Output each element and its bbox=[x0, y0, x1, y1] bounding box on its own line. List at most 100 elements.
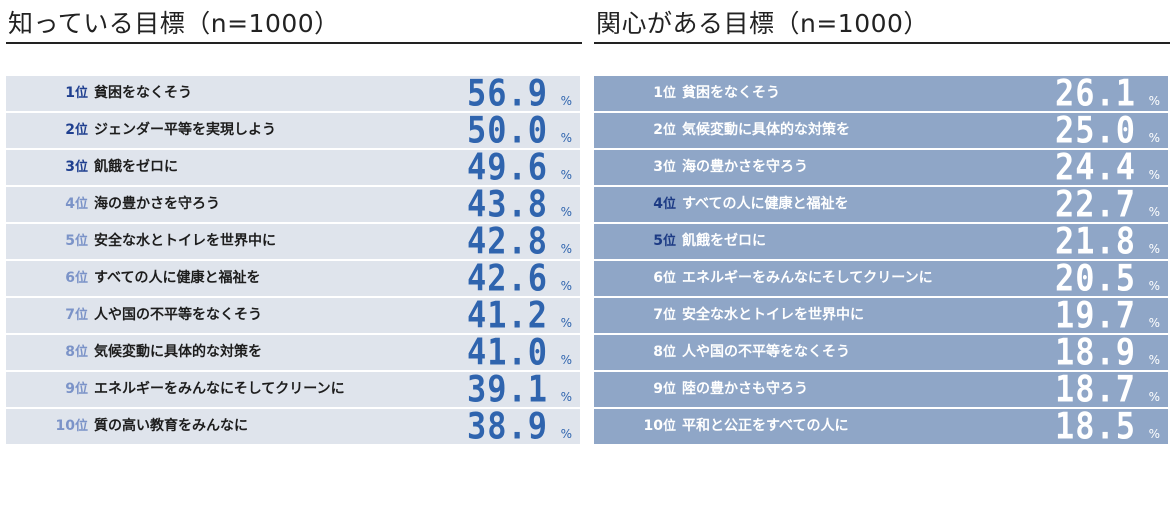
rank-number: 4 bbox=[653, 196, 663, 212]
rank-number: 5 bbox=[65, 233, 75, 249]
percent-unit: % bbox=[1148, 316, 1160, 330]
percentage-value: 41.2 bbox=[466, 298, 548, 333]
rank-label: 9位 bbox=[594, 372, 676, 407]
rank-suffix: 位 bbox=[74, 271, 88, 286]
panel-title: 関心がある目標（n=1000） bbox=[596, 9, 929, 38]
interested-goals-panel: 関心がある目標（n=1000） 1位 貧困をなくそう 26.1% 2位 気候変動に具体的… bbox=[594, 0, 1174, 532]
rank-label: 10位 bbox=[6, 409, 89, 444]
percent-unit: % bbox=[560, 205, 572, 219]
percent-unit: % bbox=[560, 390, 572, 404]
percent-unit: % bbox=[560, 242, 572, 256]
percent-unit: % bbox=[1148, 279, 1160, 293]
percent-unit: % bbox=[1148, 353, 1160, 367]
ranking-row: 4位 すべての人に健康と福祉を 22.7% bbox=[594, 187, 1168, 222]
rank-label: 7位 bbox=[6, 298, 88, 333]
rank-suffix: 位 bbox=[74, 308, 88, 323]
rank-label: 6位 bbox=[594, 261, 676, 296]
ranking-row: 2位 ジェンダー平等を実現しよう 50.0% bbox=[6, 113, 580, 148]
rank-number: 8 bbox=[65, 344, 75, 360]
ranking-row: 7位 人や国の不平等をなくそう 41.2% bbox=[6, 298, 580, 333]
goal-label: 海の豊かさを守ろう bbox=[94, 196, 220, 212]
rank-label: 9位 bbox=[6, 372, 88, 407]
goal-label: 気候変動に具体的な対策を bbox=[682, 122, 850, 138]
rank-number: 4 bbox=[65, 196, 75, 212]
rank-suffix: 位 bbox=[74, 86, 88, 101]
percentage-value: 41.0 bbox=[466, 335, 548, 370]
percentage-value: 20.5 bbox=[1054, 261, 1136, 296]
percentage-value: 42.8 bbox=[466, 224, 548, 259]
rank-number: 2 bbox=[653, 122, 663, 138]
ranking-row: 8位 人や国の不平等をなくそう 18.9% bbox=[594, 335, 1168, 370]
rank-suffix: 位 bbox=[662, 123, 676, 138]
rank-label: 10位 bbox=[594, 409, 677, 444]
percentage-value: 24.4 bbox=[1054, 150, 1136, 185]
ranking-row: 9位 陸の豊かさも守ろう 18.7% bbox=[594, 372, 1168, 407]
ranking-row: 1位 貧困をなくそう 56.9% bbox=[6, 76, 580, 111]
percent-unit: % bbox=[560, 427, 572, 441]
rank-number: 9 bbox=[65, 381, 75, 397]
rank-label: 5位 bbox=[594, 224, 676, 259]
goal-label: 貧困をなくそう bbox=[682, 85, 780, 101]
ranking-row: 4位 海の豊かさを守ろう 43.8% bbox=[6, 187, 580, 222]
ranking-list: 1位 貧困をなくそう 56.9% 2位 ジェンダー平等を実現しよう 50.0% 3位 飢餓をゼ… bbox=[6, 76, 580, 446]
rank-number: 7 bbox=[65, 307, 75, 323]
percentage-value: 50.0 bbox=[466, 113, 548, 148]
percentage-value: 18.9 bbox=[1054, 335, 1136, 370]
percent-unit: % bbox=[1148, 205, 1160, 219]
goal-label: 陸の豊かさも守ろう bbox=[682, 381, 808, 397]
title-underline bbox=[594, 42, 1170, 44]
percent-unit: % bbox=[1148, 427, 1160, 441]
goal-label: 飢餓をゼロに bbox=[94, 159, 178, 175]
percentage-value: 25.0 bbox=[1054, 113, 1136, 148]
rank-suffix: 位 bbox=[662, 382, 676, 397]
percent-unit: % bbox=[1148, 242, 1160, 256]
ranking-row: 6位 すべての人に健康と福祉を 42.6% bbox=[6, 261, 580, 296]
goal-label: 人や国の不平等をなくそう bbox=[94, 307, 262, 323]
rank-label: 3位 bbox=[594, 150, 676, 185]
rank-label: 3位 bbox=[6, 150, 88, 185]
ranking-row: 3位 海の豊かさを守ろう 24.4% bbox=[594, 150, 1168, 185]
percentage-value: 18.7 bbox=[1054, 372, 1136, 407]
rank-number: 6 bbox=[65, 270, 75, 286]
ranking-row: 10位 質の高い教育をみんなに 38.9% bbox=[6, 409, 580, 444]
rank-label: 4位 bbox=[6, 187, 88, 222]
ranking-row: 1位 貧困をなくそう 26.1% bbox=[594, 76, 1168, 111]
rank-number: 5 bbox=[653, 233, 663, 249]
goal-label: 海の豊かさを守ろう bbox=[682, 159, 808, 175]
percentage-value: 21.8 bbox=[1054, 224, 1136, 259]
ranking-row: 9位 エネルギーをみんなにそしてクリーンに 39.1% bbox=[6, 372, 580, 407]
rank-suffix: 位 bbox=[662, 234, 676, 249]
percentage-value: 49.6 bbox=[466, 150, 548, 185]
rank-label: 5位 bbox=[6, 224, 88, 259]
percent-unit: % bbox=[1148, 168, 1160, 182]
ranking-row: 2位 気候変動に具体的な対策を 25.0% bbox=[594, 113, 1168, 148]
rank-number: 1 bbox=[653, 85, 663, 101]
goal-label: エネルギーをみんなにそしてクリーンに bbox=[682, 270, 933, 286]
rank-suffix: 位 bbox=[74, 234, 88, 249]
percentage-value: 26.1 bbox=[1054, 76, 1136, 111]
rank-label: 2位 bbox=[6, 113, 88, 148]
ranking-row: 3位 飢餓をゼロに 49.6% bbox=[6, 150, 580, 185]
rank-suffix: 位 bbox=[74, 123, 88, 138]
goal-label: 人や国の不平等をなくそう bbox=[682, 344, 850, 360]
ranking-row: 8位 気候変動に具体的な対策を 41.0% bbox=[6, 335, 580, 370]
ranking-row: 10位 平和と公正をすべての人に 18.5% bbox=[594, 409, 1168, 444]
percent-unit: % bbox=[560, 131, 572, 145]
rank-suffix: 位 bbox=[662, 308, 676, 323]
rank-number: 1 bbox=[65, 85, 75, 101]
percent-unit: % bbox=[560, 168, 572, 182]
goal-label: 質の高い教育をみんなに bbox=[94, 418, 248, 434]
rank-suffix: 位 bbox=[662, 86, 676, 101]
rank-suffix: 位 bbox=[74, 382, 88, 397]
rank-number: 3 bbox=[653, 159, 663, 175]
goal-label: 安全な水とトイレを世界中に bbox=[94, 233, 276, 249]
goal-label: すべての人に健康と福祉を bbox=[682, 196, 849, 212]
rank-label: 2位 bbox=[594, 113, 676, 148]
percent-unit: % bbox=[560, 279, 572, 293]
percentage-value: 38.9 bbox=[466, 409, 548, 444]
rank-number: 10 bbox=[55, 418, 75, 434]
ranking-row: 6位 エネルギーをみんなにそしてクリーンに 20.5% bbox=[594, 261, 1168, 296]
rank-number: 3 bbox=[65, 159, 75, 175]
percentage-value: 18.5 bbox=[1054, 409, 1136, 444]
rank-suffix: 位 bbox=[662, 419, 676, 434]
